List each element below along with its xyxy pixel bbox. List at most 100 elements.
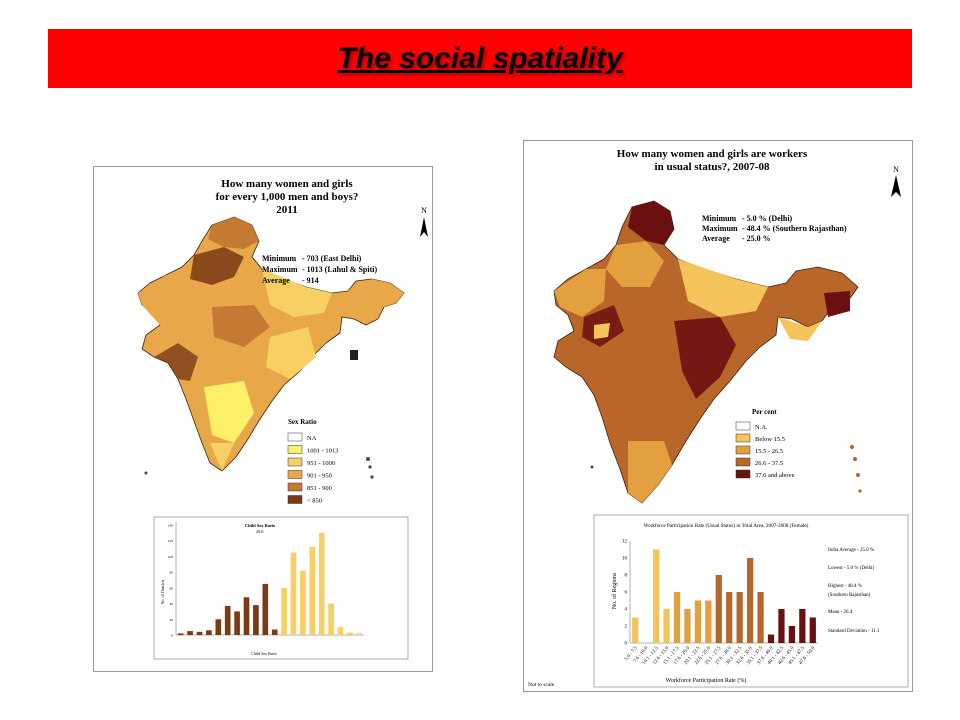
right-stat-min-value: - 5.0 % (Delhi) bbox=[742, 214, 793, 223]
right-hist-bar-12 bbox=[757, 592, 764, 643]
right-hist-bar-3 bbox=[663, 609, 670, 643]
svg-text:N: N bbox=[421, 206, 427, 215]
left-stat-avg-value: - 914 bbox=[302, 276, 319, 285]
left-map-title-line-2: for every 1,000 men and boys? bbox=[216, 191, 359, 203]
left-legend-label-5: < 850 bbox=[307, 498, 322, 505]
left-legend-label-4: 851 - 900 bbox=[307, 485, 332, 492]
right-india-map bbox=[553, 200, 862, 504]
left-legend-swatch-0 bbox=[287, 432, 303, 442]
svg-text:N: N bbox=[893, 165, 899, 174]
left-map-panel: How many women and girls for every 1,000… bbox=[93, 166, 433, 672]
right-stat-min-label: Minimum bbox=[702, 214, 737, 223]
right-hist-annotation-5: Standard Deviation - 11.1 bbox=[828, 629, 880, 634]
right-histogram-title: Workforce Participation Rate (Usual Stat… bbox=[644, 522, 809, 529]
right-stat-avg-label: Average bbox=[702, 234, 730, 243]
left-legend-label-0: NA bbox=[307, 435, 317, 442]
left-hist-bar-2 bbox=[196, 631, 203, 635]
right-hist-bar-15 bbox=[788, 626, 796, 643]
left-histogram: Child Sex Ratio 2011 No. of Districts Ch… bbox=[153, 516, 409, 660]
right-hist-bar-11 bbox=[746, 558, 754, 643]
left-hist-bar-6 bbox=[234, 611, 240, 635]
left-hist-bar-11 bbox=[281, 587, 287, 635]
left-hist-bar-0 bbox=[177, 633, 184, 635]
left-legend-swatch-2 bbox=[287, 457, 303, 467]
left-stats: Minimum - 703 (East Delhi) Maximum - 101… bbox=[262, 254, 377, 285]
left-legend-title: Sex Ratio bbox=[288, 418, 317, 426]
left-map-title-line-3: 2011 bbox=[276, 204, 297, 216]
left-hist-bar-12 bbox=[290, 552, 297, 635]
right-histogram-xlabel: Workforce Participation Rate (%) bbox=[666, 677, 747, 684]
left-hist-bar-17 bbox=[337, 627, 344, 635]
left-map-svg: How many women and girls for every 1,000… bbox=[137, 178, 428, 660]
left-hist-bar-4 bbox=[215, 619, 222, 635]
left-legend-label-1: 1001 - 1013 bbox=[307, 448, 338, 455]
right-hist-bar-17 bbox=[809, 617, 816, 643]
right-hist-bar-14 bbox=[778, 609, 785, 643]
right-hist-annotation-1: Lowest - 5.0 % (Delhi) bbox=[828, 566, 875, 571]
right-hist-ytick-3: 6 bbox=[625, 591, 628, 596]
right-hist-bar-16 bbox=[799, 609, 806, 643]
right-north-arrow-icon: N bbox=[891, 165, 901, 197]
right-stat-avg-value: - 25.0 % bbox=[742, 234, 771, 243]
right-map-panel: How many women and girls are workers in … bbox=[523, 140, 913, 692]
right-hist-bar-0 bbox=[632, 617, 639, 643]
right-legend-swatch-4 bbox=[735, 469, 751, 479]
left-hist-bar-18 bbox=[347, 632, 353, 635]
slide-title: The social spatiality bbox=[337, 41, 623, 75]
right-hist-bar-10 bbox=[736, 592, 743, 643]
left-hist-bar-15 bbox=[318, 532, 325, 635]
right-map-title-line-2: in usual status?, 2007-08 bbox=[655, 161, 770, 173]
right-legend-swatch-0 bbox=[735, 421, 751, 431]
left-legend-swatch-5 bbox=[287, 495, 303, 504]
right-legend-swatch-3 bbox=[735, 457, 751, 467]
left-hist-ytick-2: 40 bbox=[170, 602, 174, 606]
right-hist-ytick-4: 8 bbox=[625, 574, 628, 579]
right-legend-label-0: N.A. bbox=[755, 424, 768, 431]
right-hist-annotation-2: Highest - 48.4 % bbox=[828, 584, 862, 589]
right-hist-ytick-5: 10 bbox=[622, 557, 628, 562]
left-histogram-xlabel: Child Sex Ratio bbox=[251, 651, 277, 656]
right-hist-annotation-4: Mean - 26.4 bbox=[828, 610, 853, 615]
left-stat-min-label: Minimum bbox=[262, 254, 297, 263]
left-hist-ytick-0: 0 bbox=[171, 634, 173, 638]
right-legend-swatch-1 bbox=[735, 433, 751, 443]
left-histogram-subtitle: 2011 bbox=[256, 529, 264, 534]
right-map-svg: How many women and girls are workers in … bbox=[528, 148, 909, 688]
right-stat-max-label: Maximum bbox=[702, 224, 738, 233]
left-hist-bar-3 bbox=[206, 630, 212, 635]
left-india-map bbox=[137, 216, 405, 479]
left-histogram-ylabel: No. of Districts bbox=[160, 579, 165, 604]
right-histogram: Workforce Participation Rate (Usual Stat… bbox=[593, 514, 909, 688]
left-hist-bar-10 bbox=[271, 629, 278, 635]
right-legend-label-3: 26.6 - 37.5 bbox=[755, 460, 783, 467]
left-legend: Sex Ratio NA 1001 - 1013 951 - 1000 901 - 9… bbox=[287, 418, 338, 505]
left-hist-ytick-7: 140 bbox=[168, 524, 174, 528]
left-hist-ytick-3: 60 bbox=[170, 586, 174, 590]
left-north-arrow-icon: N bbox=[420, 206, 428, 237]
left-hist-ytick-5: 100 bbox=[168, 555, 174, 559]
right-legend: Per cent N.A. Below 15.5 15.5 - 26.5 26.6 -… bbox=[735, 408, 795, 479]
right-legend-title: Per cent bbox=[752, 408, 777, 416]
right-hist-bar-6 bbox=[694, 600, 702, 643]
left-hist-bar-16 bbox=[328, 603, 334, 635]
left-stat-min-value: - 703 (East Delhi) bbox=[302, 254, 362, 263]
right-hist-annotation-3: (Southern Rajasthan) bbox=[828, 593, 871, 598]
right-hist-bar-13 bbox=[767, 634, 775, 643]
left-histogram-title: Child Sex Ratio bbox=[245, 523, 276, 528]
right-hist-bar-9 bbox=[726, 592, 733, 643]
left-hist-bar-7 bbox=[243, 597, 250, 635]
right-hist-ytick-0: 0 bbox=[625, 642, 628, 647]
right-hist-bar-4 bbox=[673, 592, 681, 643]
right-map-title-line-1: How many women and girls are workers bbox=[617, 148, 808, 160]
right-footnote: Not to scale bbox=[528, 682, 555, 688]
left-hist-bar-8 bbox=[253, 605, 259, 635]
right-hist-bar-5 bbox=[684, 609, 691, 643]
left-hist-bar-19 bbox=[356, 633, 363, 635]
right-hist-annotation-0: India Average - 25.0 % bbox=[828, 548, 874, 553]
right-hist-ytick-2: 4 bbox=[625, 608, 628, 613]
left-stat-avg-label: Average bbox=[262, 276, 290, 285]
right-hist-bar-8 bbox=[715, 575, 722, 643]
left-hist-bar-5 bbox=[224, 605, 231, 635]
right-stat-max-value: - 48.4 % (Southern Rajasthan) bbox=[742, 224, 847, 233]
right-histogram-ylabel: No. of Regions bbox=[611, 572, 618, 609]
